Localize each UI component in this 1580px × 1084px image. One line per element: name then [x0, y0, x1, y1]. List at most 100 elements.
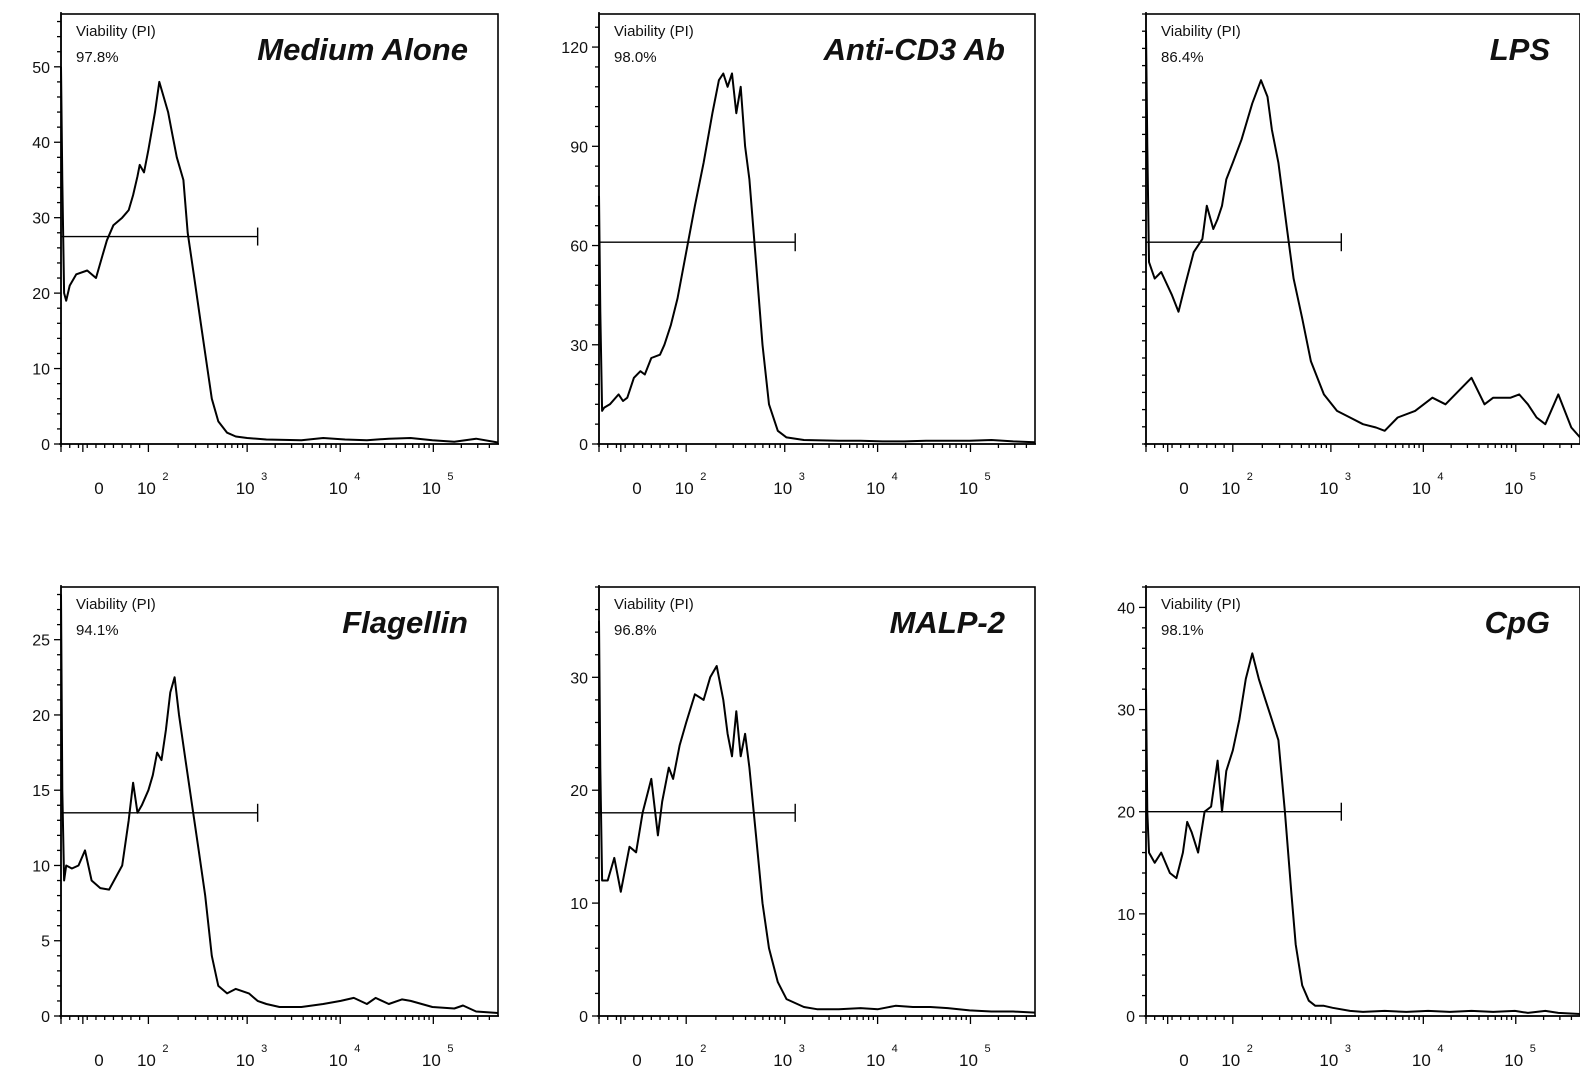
- y-tick-label: 10: [570, 896, 588, 913]
- viability-gate: [1146, 233, 1343, 252]
- plot-frame: [598, 586, 1036, 1017]
- gate-name: Viability (PI): [1161, 596, 1241, 613]
- x-tick-label: 10: [959, 1051, 978, 1070]
- x-tick-base: 10: [236, 479, 255, 498]
- x-tick-label: 10: [236, 479, 255, 498]
- gate-percentage: 97.8%: [76, 49, 119, 66]
- x-tick-label: 10: [1504, 479, 1523, 498]
- y-tick-label: 30: [32, 211, 50, 228]
- x-tick-label: 10: [675, 479, 694, 498]
- y-tick-label: 0: [41, 1009, 50, 1026]
- x-tick-label: 10: [773, 1051, 792, 1070]
- x-tick-label: 10: [329, 479, 348, 498]
- viability-gate: [61, 803, 259, 822]
- x-tick-exponent: 4: [1437, 471, 1443, 483]
- x-tick-exponent: 2: [162, 471, 168, 483]
- y-tick-label: 0: [579, 437, 588, 454]
- gate-percentage: 86.4%: [1161, 49, 1204, 66]
- x-tick-base: 10: [773, 1051, 792, 1070]
- gate-name: Viability (PI): [1161, 23, 1241, 40]
- histogram-line: [598, 72, 1036, 444]
- y-tick-label: 30: [1117, 703, 1135, 720]
- x-tick-exponent: 4: [892, 471, 898, 483]
- gate-percentage: 96.8%: [614, 622, 657, 639]
- y-tick-label: 40: [1117, 600, 1135, 617]
- x-tick-label: 0: [1179, 479, 1188, 498]
- x-tick-base: 10: [422, 479, 441, 498]
- x-tick-label: 10: [866, 479, 885, 498]
- x-tick-base: 10: [422, 1051, 441, 1070]
- y-tick-label: 20: [1117, 805, 1135, 822]
- x-tick-base: 10: [1412, 479, 1431, 498]
- x-tick-exponent: 3: [1345, 1043, 1351, 1055]
- y-tick-label: 120: [561, 40, 588, 57]
- panel-title: LPS: [1490, 32, 1551, 67]
- gate-percentage: 98.0%: [614, 49, 657, 66]
- x-tick-base: 10: [675, 1051, 694, 1070]
- x-tick-base: 10: [329, 479, 348, 498]
- x-tick-label: 0: [94, 479, 103, 498]
- viability-gate: [599, 803, 796, 822]
- panel-title: CpG: [1485, 605, 1550, 640]
- x-tick-exponent: 5: [447, 1043, 453, 1055]
- x-tick-exponent: 5: [1530, 1043, 1536, 1055]
- x-tick-exponent: 5: [984, 1043, 990, 1055]
- viability-gate: [1146, 802, 1343, 821]
- x-tick-label: 10: [1412, 1051, 1431, 1070]
- x-tick-base: 10: [773, 479, 792, 498]
- x-tick-exponent: 2: [1247, 1043, 1253, 1055]
- gate-name: Viability (PI): [76, 23, 156, 40]
- x-tick-base: 10: [1504, 479, 1523, 498]
- x-tick-label: 0: [1179, 1051, 1188, 1070]
- x-tick-exponent: 3: [1345, 471, 1351, 483]
- x-tick-label: 10: [866, 1051, 885, 1070]
- y-tick-label: 40: [32, 135, 50, 152]
- x-tick-base: 10: [675, 479, 694, 498]
- x-tick-base: 10: [1504, 1051, 1523, 1070]
- x-tick-base: 10: [866, 1051, 885, 1070]
- histogram-line: [60, 66, 499, 444]
- histogram-panel: 0 10 2 10 3 10 4 10 5 Viability (PI) 86.4% LPS: [1142, 12, 1580, 498]
- viability-gate: [599, 233, 796, 252]
- x-tick-exponent: 2: [162, 1043, 168, 1055]
- x-tick-exponent: 3: [799, 471, 805, 483]
- x-tick-label: 0: [632, 1051, 641, 1070]
- panel-title: Medium Alone: [257, 32, 468, 67]
- y-tick-label: 20: [32, 286, 50, 303]
- x-tick-base: 10: [236, 1051, 255, 1070]
- histogram-panel: 0 10 20 30 0 10 2 10 3 10 4 10 5 Viability (PI) 96.8% M…: [570, 585, 1036, 1070]
- panel-title: Anti-CD3 Ab: [823, 32, 1005, 67]
- y-tick-label: 0: [579, 1009, 588, 1026]
- y-tick-label: 10: [1117, 907, 1135, 924]
- histogram-panel: 0 5 10 15 20 25 0 10 2 10 3 10 4 10 5 Viability (PI) 94.…: [32, 585, 499, 1070]
- gate-name: Viability (PI): [614, 596, 694, 613]
- histogram-line: [598, 620, 1036, 1014]
- x-tick-exponent: 2: [1247, 471, 1253, 483]
- x-tick-base: 10: [1319, 1051, 1338, 1070]
- x-tick-base: 10: [1221, 1051, 1240, 1070]
- x-tick-base: 10: [1319, 479, 1338, 498]
- x-tick-base: 10: [1412, 1051, 1431, 1070]
- y-tick-label: 20: [32, 708, 50, 725]
- x-tick-label: 10: [1504, 1051, 1523, 1070]
- y-tick-label: 30: [570, 670, 588, 687]
- x-tick-label: 10: [422, 1051, 441, 1070]
- y-tick-label: 5: [41, 934, 50, 951]
- x-tick-label: 10: [422, 479, 441, 498]
- plot-frame: [598, 13, 1036, 445]
- x-tick-label: 10: [675, 1051, 694, 1070]
- x-tick-base: 10: [137, 1051, 156, 1070]
- x-tick-base: 10: [959, 1051, 978, 1070]
- y-tick-label: 10: [32, 858, 50, 875]
- y-tick-label: 0: [1126, 1009, 1135, 1026]
- x-tick-exponent: 2: [700, 471, 706, 483]
- y-tick-label: 30: [570, 338, 588, 355]
- y-tick-label: 10: [32, 362, 50, 379]
- x-tick-exponent: 4: [892, 1043, 898, 1055]
- x-tick-exponent: 5: [984, 471, 990, 483]
- plot-frame: [60, 13, 499, 445]
- histogram-panel: 0 10 20 30 40 0 10 2 10 3 10 4 10 5 Viability (PI) 98.1…: [1117, 585, 1580, 1070]
- x-tick-base: 10: [137, 479, 156, 498]
- plot-frame: [1145, 13, 1580, 445]
